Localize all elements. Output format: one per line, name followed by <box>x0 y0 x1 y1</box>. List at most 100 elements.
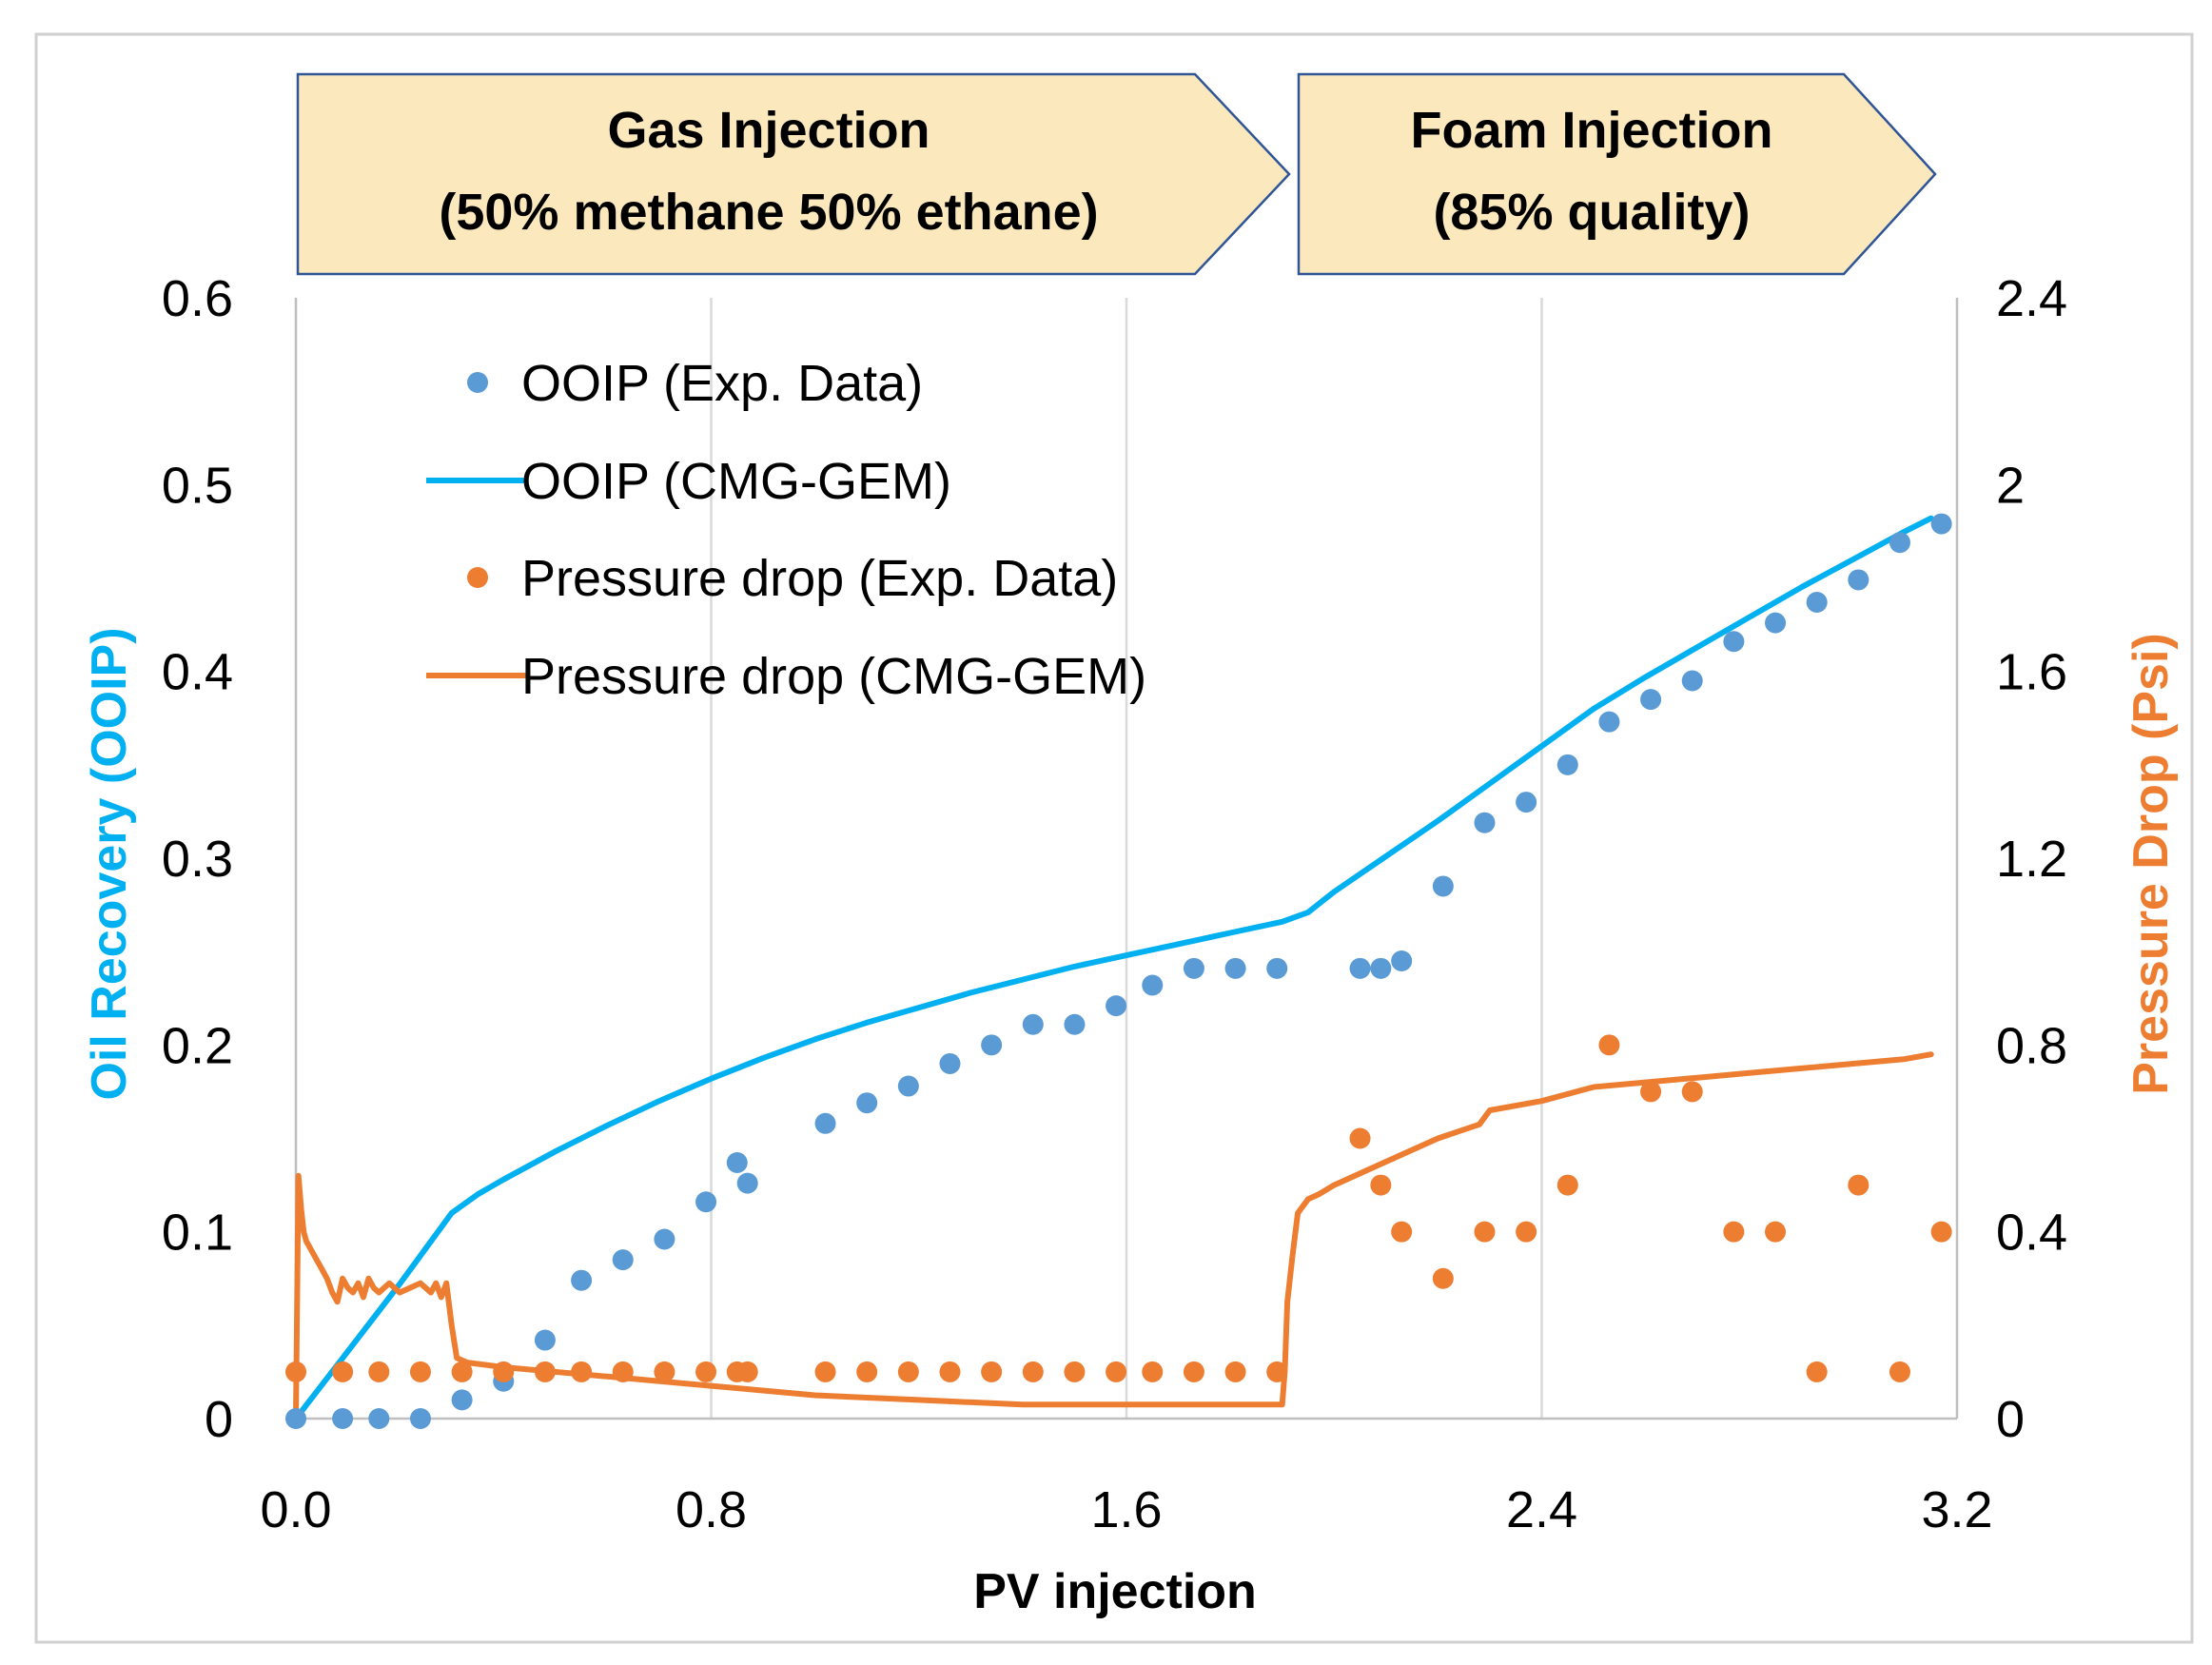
series-layer <box>285 513 1952 1429</box>
legend-label-dp_sim: Pressure drop (CMG-GEM) <box>521 648 1146 705</box>
x-tick-label: 1.6 <box>1090 1481 1162 1538</box>
x-gridlines <box>710 298 1543 1419</box>
gas-injection-banner <box>296 72 1291 276</box>
ooip_exp-point <box>1681 670 1703 692</box>
dp_exp-point <box>856 1361 878 1382</box>
dp_exp-point <box>534 1361 556 1382</box>
dp_exp-point <box>1516 1221 1537 1243</box>
ooip_exp-point <box>1142 974 1164 996</box>
ooip_exp-point <box>1266 957 1288 979</box>
y-right-tick-label: 2 <box>1996 457 2025 514</box>
ooip_exp-point <box>1106 995 1127 1017</box>
dp_exp-point <box>1765 1221 1787 1243</box>
dp_exp-point <box>571 1361 593 1382</box>
y-right-tick-label: 0 <box>1996 1391 2025 1448</box>
ooip_exp-point <box>1064 1013 1086 1035</box>
ooip_exp-point <box>1723 631 1745 653</box>
y-left-tick-label: 0.3 <box>162 831 233 888</box>
dp_exp-point <box>368 1361 390 1382</box>
dp_exp-point <box>1889 1361 1910 1382</box>
dp_exp-point <box>332 1361 354 1382</box>
ooip_exp-point <box>939 1052 961 1074</box>
ooip_exp-point <box>409 1408 431 1429</box>
ooip_exp-point <box>897 1075 919 1097</box>
y-axis-right-label: Pressure Drop (Psi) <box>2124 633 2179 1095</box>
legend-marker-ooip_exp <box>467 372 488 393</box>
ooip_exp-point <box>695 1191 717 1213</box>
dp_exp-point <box>451 1361 473 1382</box>
ooip_exp-point <box>1765 612 1787 634</box>
ooip_exp-point <box>285 1408 306 1429</box>
dp_exp-point <box>493 1361 515 1382</box>
ooip_exp-points <box>285 513 1952 1429</box>
dp_exp-point <box>1681 1081 1703 1103</box>
foam-injection-banner <box>1297 72 1937 276</box>
y-right-tick-label: 1.2 <box>1996 831 2067 888</box>
legend-marker-dp_exp <box>467 567 488 588</box>
dp_exp-point <box>612 1361 634 1382</box>
dp_exp-point <box>1474 1221 1496 1243</box>
ooip_exp-point <box>814 1112 836 1134</box>
ooip_exp-point <box>1640 689 1662 711</box>
phase-banners: Gas Injection (50% methane 50% ethane) F… <box>296 72 1937 276</box>
ooip_exp-point <box>571 1269 593 1291</box>
dp_exp-point <box>1640 1081 1662 1103</box>
ooip_exp-point <box>1432 875 1454 897</box>
dp_exp-point <box>654 1361 675 1382</box>
dp_exp-point <box>1598 1034 1620 1056</box>
ooip_exp-point <box>368 1408 390 1429</box>
ooip_exp-point <box>332 1408 354 1429</box>
dp_exp-point <box>897 1361 919 1382</box>
x-tick-label: 2.4 <box>1506 1481 1577 1538</box>
y-right-tick-label: 0.8 <box>1996 1017 2067 1074</box>
ooip_exp-point <box>1022 1013 1044 1035</box>
ooip_exp-point <box>1370 957 1392 979</box>
ooip_exp-point <box>1391 950 1413 971</box>
x-tick-label: 3.2 <box>1921 1481 1992 1538</box>
dp_exp-point <box>1930 1221 1952 1243</box>
dp_exp-point <box>1022 1361 1044 1382</box>
ooip_exp-point <box>1806 592 1828 614</box>
ooip_exp-point <box>736 1172 758 1194</box>
ooip_exp-point <box>1224 957 1246 979</box>
y-axis-left-label: Oil Recovery (OOIP) <box>82 627 137 1100</box>
legend-label-dp_exp: Pressure drop (Exp. Data) <box>521 550 1118 607</box>
y-left-tick-label: 0.4 <box>162 644 233 701</box>
ooip_exp-point <box>1516 792 1537 813</box>
dp_exp-point <box>1806 1361 1828 1382</box>
ooip_exp-point <box>1598 711 1620 733</box>
dp_exp-points <box>285 1034 1952 1382</box>
dp_exp-point <box>409 1361 431 1382</box>
y-left-tick-label: 0.2 <box>162 1017 233 1074</box>
x-axis-label: PV injection <box>973 1564 1257 1619</box>
y-left-tick-label: 0.1 <box>162 1205 233 1262</box>
x-tick-label: 0.8 <box>675 1481 747 1538</box>
y-right-tick-label: 0.4 <box>1996 1205 2067 1262</box>
foam-injection-banner-title: Foam Injection <box>1410 102 1772 159</box>
ooip_exp-point <box>1889 532 1910 554</box>
ooip_exp-point <box>654 1228 675 1250</box>
ooip_exp-point <box>534 1329 556 1351</box>
ooip_exp-point <box>1349 957 1371 979</box>
dp_exp-point <box>939 1361 961 1382</box>
dp_exp-point <box>695 1361 717 1382</box>
gas-injection-banner-title: Gas Injection <box>607 102 930 159</box>
legend-label-ooip_exp: OOIP (Exp. Data) <box>521 355 923 412</box>
legend-label-ooip_sim: OOIP (CMG-GEM) <box>521 453 951 510</box>
dp_exp-point <box>981 1361 1003 1382</box>
dp_exp-point <box>285 1361 306 1382</box>
ooip_exp-point <box>981 1034 1003 1056</box>
dp_exp-point <box>1848 1174 1869 1196</box>
dp_exp-point <box>1266 1361 1288 1382</box>
foam-injection-banner-subtitle: (85% quality) <box>1433 184 1750 241</box>
dp_exp-point <box>736 1361 758 1382</box>
figure-frame <box>34 32 2194 1644</box>
dp_exp-point <box>1349 1127 1371 1149</box>
dp_exp-point <box>1183 1361 1204 1382</box>
ooip_exp-point <box>856 1092 878 1114</box>
dp_exp-point <box>1723 1221 1745 1243</box>
y-right-tick-label: 1.6 <box>1996 644 2067 701</box>
dp_exp-point <box>1370 1174 1392 1196</box>
ooip_exp-point <box>1556 754 1578 775</box>
